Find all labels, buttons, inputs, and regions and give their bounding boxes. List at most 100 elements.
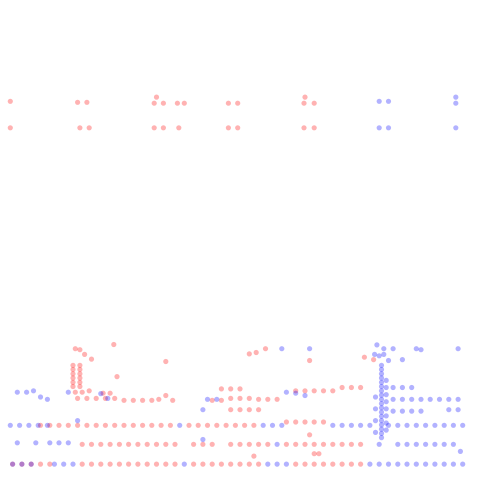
data-point-red <box>126 441 132 447</box>
data-point-blue <box>44 422 51 428</box>
data-point-red <box>126 461 132 467</box>
data-point-red <box>140 397 146 403</box>
data-point-blue <box>423 441 429 447</box>
data-point-red <box>160 100 166 106</box>
data-point-red <box>237 395 243 401</box>
data-point-blue <box>441 422 447 428</box>
data-point-red <box>10 461 16 467</box>
data-point-blue <box>432 422 438 428</box>
data-point-red <box>167 422 173 428</box>
data-point-blue <box>381 351 387 357</box>
data-point-blue <box>260 422 266 428</box>
data-point-red <box>209 397 215 403</box>
data-point-red <box>77 125 83 131</box>
data-point-red <box>176 125 182 131</box>
data-point-blue <box>383 413 389 419</box>
data-point-blue <box>385 461 392 467</box>
data-point-red <box>151 125 157 131</box>
data-point-red <box>256 396 262 402</box>
data-point-blue <box>378 375 385 381</box>
data-point-blue <box>283 461 289 467</box>
data-point-blue <box>28 461 34 467</box>
data-point-blue <box>98 391 104 397</box>
data-point-blue <box>413 422 419 428</box>
data-point-blue <box>441 461 447 467</box>
data-point-red <box>256 441 262 447</box>
data-point-blue <box>390 384 396 391</box>
data-point-red <box>316 451 322 457</box>
data-point-red <box>293 461 299 467</box>
data-point-blue <box>404 422 410 428</box>
data-point-red <box>77 347 83 353</box>
data-point-red <box>301 125 307 131</box>
data-point-red <box>82 351 88 357</box>
data-point-red <box>77 362 83 368</box>
data-point-blue <box>47 440 53 446</box>
data-point-red <box>130 397 136 403</box>
data-point-red <box>149 422 155 428</box>
data-point-blue <box>404 441 410 447</box>
data-point-red <box>237 461 243 467</box>
data-point-red <box>283 441 289 447</box>
data-point-red <box>88 441 95 447</box>
data-point-blue <box>372 418 379 424</box>
data-point-red <box>228 386 234 392</box>
data-point-blue <box>390 396 396 402</box>
data-point-blue <box>376 125 382 131</box>
data-point-blue <box>376 461 382 467</box>
data-point-blue <box>390 346 396 352</box>
data-point-red <box>330 461 336 467</box>
data-point-red <box>79 389 85 395</box>
data-point-blue <box>423 461 429 467</box>
data-point-blue <box>293 390 299 396</box>
data-point-red <box>160 125 166 131</box>
data-point-red <box>246 461 252 467</box>
data-point-red <box>218 386 224 392</box>
data-point-blue <box>450 441 456 447</box>
data-point-blue <box>35 422 41 428</box>
data-point-blue <box>19 461 25 467</box>
data-point-red <box>218 461 224 467</box>
data-point-red <box>135 441 141 447</box>
data-point-blue <box>395 422 401 428</box>
data-point-red <box>320 461 327 467</box>
data-point-blue <box>395 461 401 467</box>
data-point-blue <box>274 441 280 447</box>
data-point-blue <box>378 388 385 394</box>
data-point-blue <box>378 409 385 415</box>
data-point-blue <box>409 396 415 402</box>
data-point-red <box>246 441 252 447</box>
data-point-blue <box>378 362 385 368</box>
data-point-red <box>265 396 271 402</box>
data-point-red <box>100 390 106 396</box>
data-point-red <box>102 422 108 428</box>
data-point-red <box>237 407 243 413</box>
data-point-blue <box>427 396 433 402</box>
data-point-red <box>209 441 215 447</box>
data-point-blue <box>302 392 308 399</box>
data-point-red <box>348 461 354 467</box>
data-point-blue <box>383 384 389 391</box>
data-point-blue <box>65 389 71 395</box>
data-point-blue <box>279 422 285 428</box>
data-point-blue <box>460 422 466 428</box>
data-point-red <box>339 441 345 447</box>
data-point-blue <box>383 392 389 398</box>
data-point-red <box>65 422 71 428</box>
data-point-blue <box>372 351 378 357</box>
data-point-red <box>37 461 44 467</box>
data-point-blue <box>372 429 379 435</box>
data-point-red <box>70 383 76 390</box>
data-point-red <box>256 461 262 467</box>
data-point-red <box>251 453 257 459</box>
data-point-blue <box>455 407 461 413</box>
data-point-blue <box>378 422 385 428</box>
data-point-blue <box>200 407 206 413</box>
data-point-blue <box>399 384 405 391</box>
data-point-blue <box>453 125 459 131</box>
data-point-red <box>77 371 83 377</box>
data-point-red <box>153 441 160 447</box>
data-point-red <box>320 388 327 394</box>
data-point-red <box>302 388 308 394</box>
